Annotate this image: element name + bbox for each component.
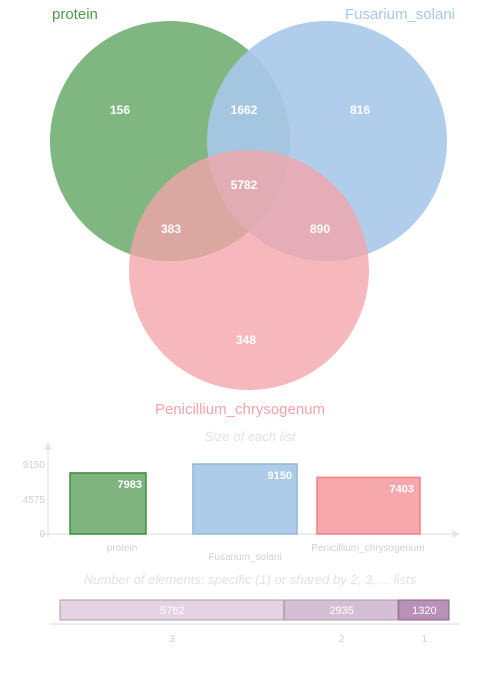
region-count-all-three: 5782: [231, 178, 258, 192]
shared-tick-3: 3: [170, 634, 176, 645]
list-size-bar-protein: [69, 472, 147, 535]
region-count-fusarium-only: 816: [350, 103, 370, 117]
shared-tick-2: 2: [339, 634, 345, 645]
list-size-xlabel-penicillium: Penicillium_chrysogenum: [311, 543, 424, 554]
shared-value-3: 5782: [160, 605, 184, 617]
region-count-fusarium-penicillium: 890: [310, 222, 330, 236]
shared-value-2: 2935: [329, 605, 353, 617]
list-size-ytick-1: 4575: [23, 495, 46, 506]
venn-diagram: protein Fusarium_solani Penicillium_chry…: [50, 6, 455, 418]
region-count-penicillium-only: 348: [236, 333, 256, 347]
shared-tick-1: 1: [422, 634, 428, 645]
region-count-protein-penicillium: 383: [161, 222, 181, 236]
list-size-bar-penicillium: [316, 476, 421, 535]
list-size-value-fusarium: 9150: [268, 470, 292, 482]
region-count-protein-fusarium: 1662: [231, 103, 258, 117]
list-size-x-axis-arrow: [452, 530, 461, 538]
venn-label-penicillium: Penicillium_chrysogenum: [155, 401, 325, 418]
list-size-ytick-2: 9150: [23, 460, 46, 471]
shared-segment-3: [59, 599, 285, 621]
list-size-ytick-0: 0: [39, 529, 45, 540]
shared-elements-chart: Number of elements: specific (1) or shar…: [50, 572, 460, 645]
list-size-chart-title: Size of each list: [204, 429, 296, 444]
list-size-value-penicillium: 7403: [390, 483, 414, 495]
venn-label-fusarium: Fusarium_solani: [345, 6, 455, 23]
shared-segment-1: [398, 599, 450, 621]
list-size-bar-fusarium: [192, 463, 298, 535]
shared-value-1: 1320: [412, 605, 436, 617]
list-size-value-protein: 7983: [118, 479, 142, 491]
region-count-protein-only: 156: [110, 103, 130, 117]
list-size-xlabel-protein: protein: [107, 543, 138, 554]
shared-segment-2: [284, 599, 399, 621]
venn-label-protein: protein: [52, 6, 98, 23]
list-size-xlabel-fusarium: Fusarium_solani: [208, 552, 281, 563]
list-size-chart: Size of each list 0 4575 9150 7983 9150 …: [23, 429, 461, 563]
venn-circle-penicillium: [129, 150, 369, 390]
shared-elements-chart-title: Number of elements: specific (1) or shar…: [84, 572, 417, 587]
list-size-y-axis-arrow: [44, 441, 52, 450]
